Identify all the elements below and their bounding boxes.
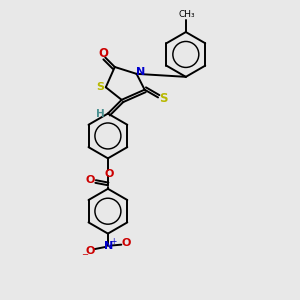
Text: −: − xyxy=(81,250,88,259)
Text: CH₃: CH₃ xyxy=(178,10,195,19)
Text: S: S xyxy=(159,92,168,105)
Text: S: S xyxy=(96,82,104,92)
Text: O: O xyxy=(104,169,113,179)
Text: O: O xyxy=(85,246,94,256)
Text: N: N xyxy=(136,67,146,77)
Text: O: O xyxy=(122,238,131,248)
Text: O: O xyxy=(99,47,109,60)
Text: O: O xyxy=(85,176,95,185)
Text: N: N xyxy=(103,241,113,251)
Text: H: H xyxy=(96,109,105,118)
Text: +: + xyxy=(110,237,116,246)
